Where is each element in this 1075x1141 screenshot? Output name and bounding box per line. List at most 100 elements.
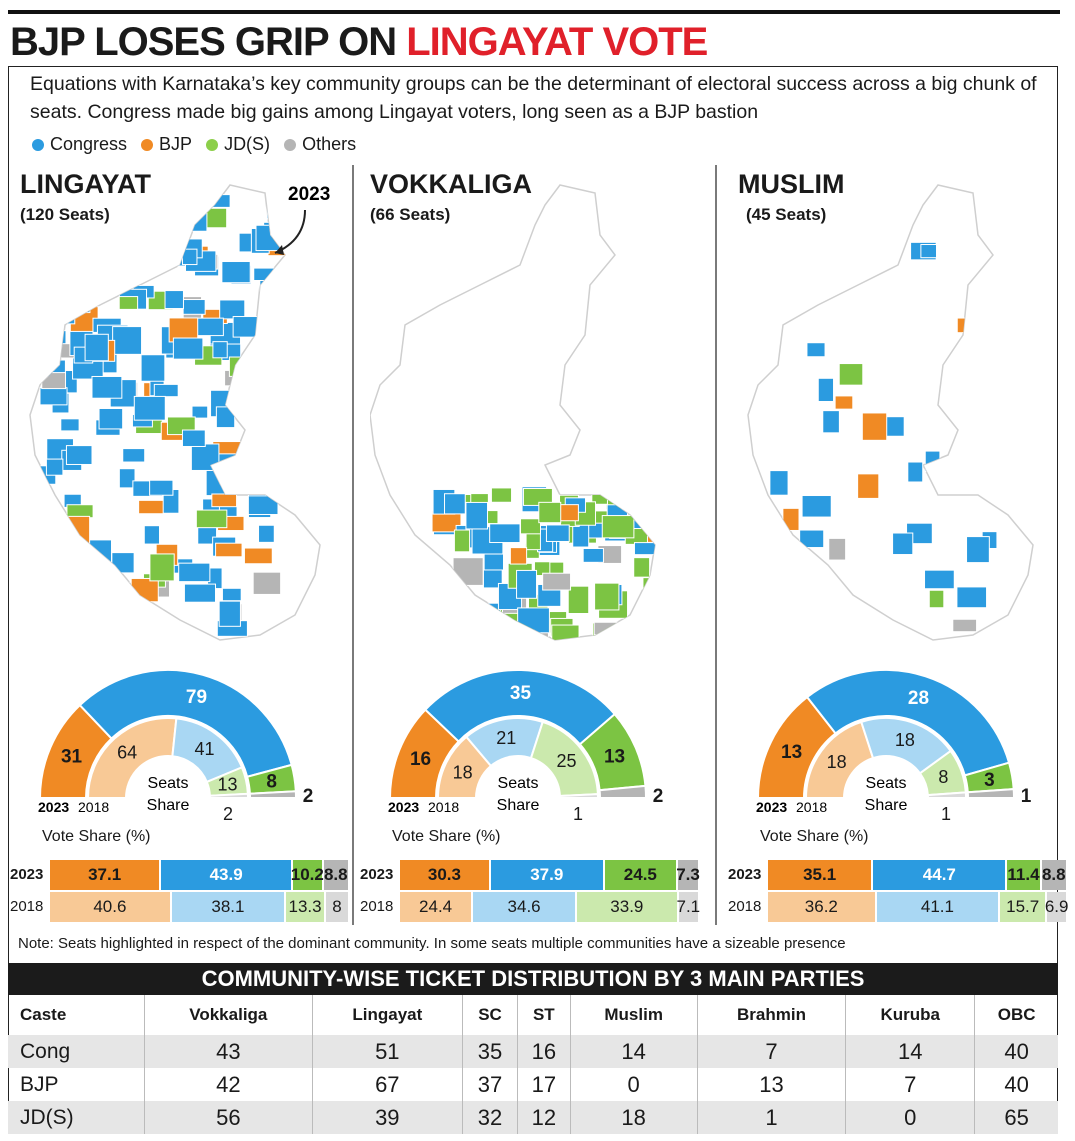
table-cell: 18 [570,1101,698,1134]
vote-share-bar-others: 7.1 [677,892,700,922]
map-seat [102,603,130,632]
map-seat [475,631,497,640]
panel-divider [715,165,717,925]
map-seat [136,238,168,263]
arc-value-label: 3 [984,770,995,791]
panel-muslim: MUSLIM (45 Seats) 13 28 3 1 18 18 8 1 Seats Share 20… [728,165,1075,930]
map-seat [43,540,59,562]
map-seat [122,448,146,463]
arc-segment-others [598,784,648,799]
map-seat [489,523,521,544]
table-cell: 7 [697,1035,847,1068]
map-seat [66,298,91,314]
map-seat [453,629,484,640]
vote-share-bar-bjp: 35.1 [768,860,874,890]
map-seat [67,237,87,257]
arc-value-label: 1 [941,804,951,820]
map-seat [601,515,635,539]
table-cell: 39 [312,1101,464,1134]
map-seat [983,273,1016,303]
panel-seats: (66 Seats) [370,205,451,224]
vote-share-bar-congress: 38.1 [171,892,287,922]
arc-inner-label: Seats [866,775,907,792]
vote-share-row-2023: 2023 37.1 43.9 10.2 8.8 [10,860,350,890]
legend: Congress BJP JD(S) Others [32,134,356,155]
map-seat [892,532,914,556]
map-seat [956,586,988,609]
table-column-header: OBC [997,1005,1036,1024]
map-seat [66,504,94,519]
map-seat [56,622,82,640]
map-seat [567,585,590,615]
map-seat [582,547,604,563]
map-seat [469,602,502,627]
arc-inner-label: Seats [148,775,189,792]
map-seat [66,564,97,591]
map-seat [440,616,459,632]
map-seat [182,299,206,315]
arc-segment-others [966,788,1016,799]
map-seat [57,579,84,600]
table-row: Cong 43 51 35 16 14 7 14 40 [8,1035,1058,1068]
map-seat [465,501,489,530]
panel-title: LINGAYAT [20,169,152,199]
panel-vokkaliga: VOKKALIGA (66 Seats) 16 35 13 2 18 21 25 1 Seats Sh… [360,165,710,930]
arc-segment-others [926,791,968,799]
map-seat [799,529,825,549]
vote-share-bar-congress: 43.9 [161,860,293,890]
map-seat [631,497,655,516]
table-cell: 14 [570,1035,698,1068]
map-seat [183,583,216,603]
arc-segment-others [248,790,298,799]
map-seat [39,387,68,406]
title-part-2: LINGAYAT VOTE [406,20,708,64]
vote-share-year: 2018 [360,898,394,915]
map-seat [102,629,127,640]
legend-dot-icon [141,138,154,151]
panel-seats: (45 Seats) [746,205,827,224]
vote-share-bar-congress: 44.7 [873,860,1008,890]
map-seat [801,495,832,518]
vote-share-bar-others: 6.9 [1045,892,1068,922]
arc-value-label: 21 [496,728,516,748]
map-seat [966,536,990,564]
map-seat [119,624,149,640]
table-cell: 43 [144,1035,313,1068]
table-column-header: Caste [8,995,146,1035]
table-column-header: SC [462,995,519,1035]
table-column-header: Brahmin [697,995,847,1035]
vote-share-year: 2018 [10,898,44,915]
map-seat [149,553,175,582]
map-seat [828,537,847,561]
table-cell: 56 [144,1101,313,1134]
legend-label: BJP [159,134,193,154]
state-map [370,184,656,641]
vote-share-bar-congress: 41.1 [876,892,1001,922]
vote-share-bar-bjp: 36.2 [768,892,877,922]
table-cell: 40 [1004,1071,1029,1097]
legend-dot-icon [206,138,219,151]
arc-value-label: 31 [61,747,83,768]
map-seat [974,380,998,401]
map-seat [478,621,494,640]
vote-share-row-2018: 2018 36.2 41.1 15.7 6.9 [728,892,1068,922]
table-cell: 37 [462,1068,519,1101]
arc-value-label: 18 [827,752,847,772]
map-year-annotation: 2023 [288,184,330,205]
arc-year-2023: 2023 [388,799,419,815]
arc-year-2018: 2018 [428,799,459,815]
map-seat [453,600,483,616]
map-seat [822,410,840,434]
map-seat [100,210,130,228]
map-seat [464,632,489,640]
table-cell: 40 [974,1035,1058,1068]
table-cell: 12 [517,1101,571,1134]
map-seat [538,501,562,524]
table-column-header: Lingayat [312,995,464,1035]
arc-value-label: 13 [217,775,237,795]
arc-value-label: 35 [510,683,532,704]
vote-share-bar-congress: 34.6 [473,892,577,922]
map-seat [924,569,955,590]
vote-share-bar-bjp: 40.6 [50,892,172,922]
table-cell: 1 [697,1101,847,1134]
